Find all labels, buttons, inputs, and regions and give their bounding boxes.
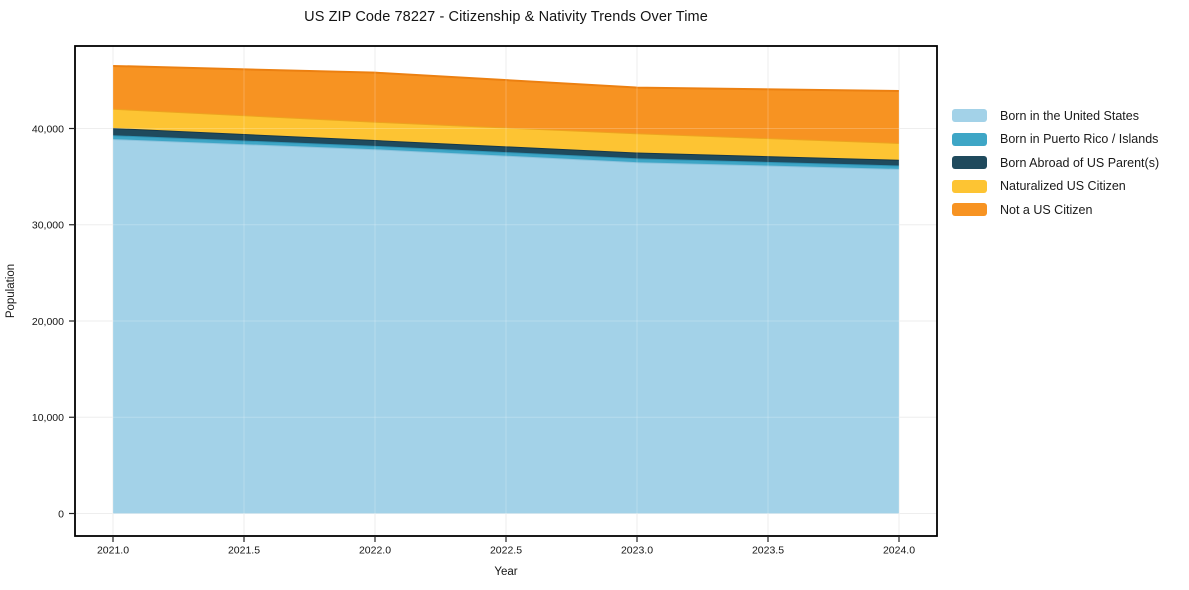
legend-swatch-icon (952, 156, 987, 170)
legend-swatch-icon (952, 109, 987, 123)
legend-label: Born in Puerto Rico / Islands (1000, 132, 1159, 147)
legend-swatch-icon (952, 203, 987, 217)
x-tick-label: 2024.0 (883, 545, 915, 557)
area-1 (113, 139, 899, 514)
y-tick-label: 20,000 (32, 316, 64, 328)
x-tick-label: 2022.5 (490, 545, 522, 557)
x-tick-label: 2022.0 (359, 545, 391, 557)
x-axis-label: Year (494, 566, 517, 578)
area-edge-5 (112, 64, 900, 92)
legend-swatch-icon (952, 132, 987, 146)
y-tick-label: 10,000 (32, 412, 64, 424)
legend-item: Born in Puerto Rico / Islands (952, 128, 1159, 152)
legend-label: Naturalized US Citizen (1000, 179, 1126, 194)
x-tick-label: 2023.5 (752, 545, 784, 557)
x-tick-label: 2023.0 (621, 545, 653, 557)
chart-title: US ZIP Code 78227 - Citizenship & Nativi… (304, 9, 708, 25)
legend-label: Not a US Citizen (1000, 202, 1093, 217)
x-tick-label: 2021.0 (97, 545, 129, 557)
x-tick-label: 2021.5 (228, 545, 260, 557)
legend-item: Not a US Citizen (952, 198, 1159, 222)
legend-item: Born in the United States (952, 104, 1159, 128)
legend-swatch-icon (952, 179, 987, 193)
legend-label: Born Abroad of US Parent(s) (1000, 155, 1160, 170)
y-tick-label: 40,000 (32, 123, 64, 135)
legend: Born in the United States Born in Puerto … (952, 104, 1159, 222)
legend-item: Born Abroad of US Parent(s) (952, 151, 1159, 175)
y-tick-label: 30,000 (32, 220, 64, 232)
y-tick-label: 0 (58, 508, 64, 520)
legend-item: Naturalized US Citizen (952, 175, 1159, 199)
area-4 (113, 108, 899, 160)
area-5 (113, 65, 899, 143)
legend-label: Born in the United States (1000, 108, 1139, 123)
y-axis-label: Population (5, 264, 17, 318)
